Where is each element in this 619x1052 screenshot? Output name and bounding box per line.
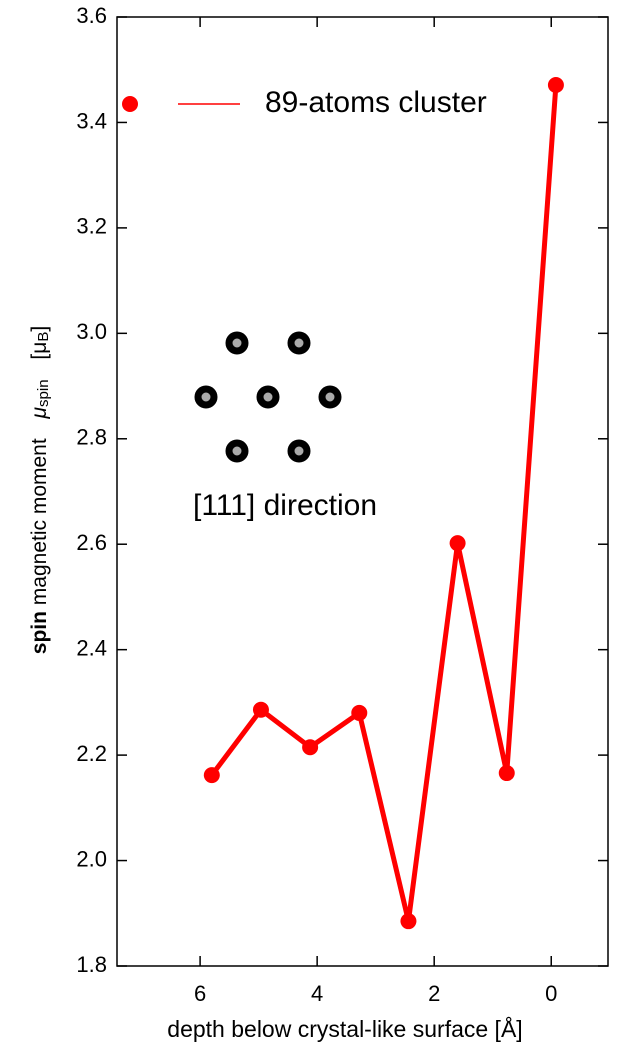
y-tick-label: 3.2 bbox=[76, 214, 107, 239]
data-point bbox=[302, 739, 319, 756]
y-tick-label: 3.6 bbox=[76, 3, 107, 28]
y-tick-label: 2.4 bbox=[76, 635, 107, 660]
y-label-bold: spin bbox=[28, 611, 51, 654]
legend-marker bbox=[122, 96, 138, 112]
data-point bbox=[252, 701, 269, 718]
y-label-symbol: μ bbox=[28, 406, 51, 419]
y-label-unit: [μ bbox=[28, 342, 51, 360]
x-tick-label: 2 bbox=[428, 981, 440, 1006]
plot-frame bbox=[116, 16, 609, 967]
y-label-symbol-sub: spin bbox=[35, 379, 52, 407]
y-tick-label: 2.8 bbox=[76, 425, 107, 450]
data-point bbox=[449, 535, 466, 552]
x-axis-label: depth below crystal-like surface [Å] bbox=[167, 1015, 522, 1042]
legend-label: 89-atoms cluster bbox=[265, 86, 487, 119]
y-tick-label: 2.6 bbox=[76, 530, 107, 555]
y-axis-label: spin magnetic moment μspin [μB] bbox=[28, 326, 55, 654]
series-line bbox=[209, 84, 559, 922]
x-tick-label: 6 bbox=[194, 981, 206, 1006]
y-label-unit-close: ] bbox=[28, 326, 51, 332]
x-tick-label: 4 bbox=[311, 981, 323, 1006]
data-point bbox=[351, 704, 368, 721]
y-tick-label: 3.4 bbox=[76, 108, 107, 133]
data-point bbox=[498, 765, 515, 782]
annotation: [111] direction bbox=[193, 489, 377, 522]
atom-diagram bbox=[194, 331, 342, 463]
y-tick-label: 2.2 bbox=[76, 741, 107, 766]
y-label-unit-sub: B bbox=[35, 332, 52, 342]
y-label-rest: magnetic moment bbox=[28, 438, 51, 605]
data-point bbox=[547, 77, 564, 94]
data-point bbox=[203, 767, 220, 784]
y-tick-label: 3.0 bbox=[76, 319, 107, 344]
x-tick-label: 0 bbox=[545, 981, 557, 1006]
y-tick-label: 1.8 bbox=[76, 952, 107, 977]
data-point bbox=[400, 913, 417, 930]
y-tick-label: 2.0 bbox=[76, 846, 107, 871]
